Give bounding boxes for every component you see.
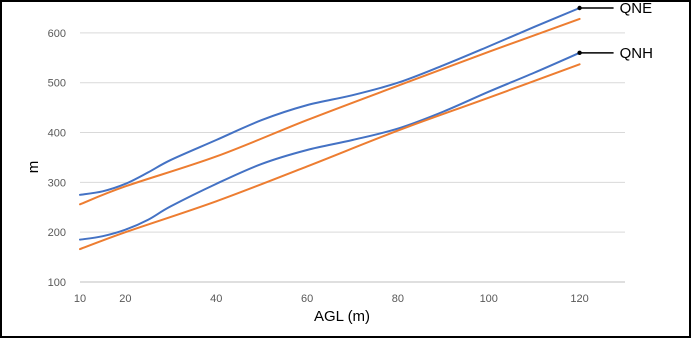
x-tick-labels: 10 20 40 60 80 100 120: [74, 293, 589, 305]
y-tick-label: 200: [48, 227, 66, 239]
annotation-label: QNE: [620, 0, 653, 17]
series-line-2: [79, 17, 581, 206]
y-tick-labels: 100 200 300 400 500 600: [48, 28, 66, 289]
x-tick-label: 60: [301, 293, 313, 305]
x-axis-title: AGL (m): [314, 308, 370, 325]
series-line-1: [79, 7, 581, 196]
y-tick-label: 400: [48, 128, 66, 140]
y-axis-title: m: [25, 161, 42, 174]
y-tick-label: 100: [48, 277, 66, 289]
y-tick-label: 300: [48, 177, 66, 189]
x-tick-label: 20: [119, 293, 131, 305]
y-tick-label: 500: [48, 78, 66, 90]
x-tick-label: 100: [480, 293, 498, 305]
series-line-4: [79, 63, 581, 251]
x-tick-label: 120: [570, 293, 588, 305]
series-lines: [79, 7, 581, 251]
annotation-label: QNH: [620, 45, 653, 62]
x-tick-label: 10: [74, 293, 86, 305]
x-tick-label: 40: [210, 293, 222, 305]
gridlines: [80, 32, 625, 283]
series-line-3: [79, 51, 581, 241]
y-tick-label: 600: [48, 28, 66, 40]
x-tick-label: 80: [392, 293, 404, 305]
annotations: QNE QNH: [577, 0, 653, 62]
